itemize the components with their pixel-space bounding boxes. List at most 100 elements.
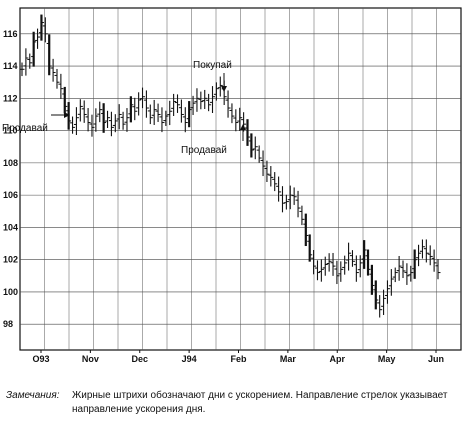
- price-bar: [77, 99, 83, 122]
- price-bar: [384, 280, 390, 304]
- price-bar: [73, 107, 79, 136]
- price-bar: [365, 249, 371, 276]
- y-tick-label: 106: [3, 190, 18, 200]
- price-bar: [431, 249, 437, 272]
- price-bar: [361, 240, 367, 269]
- price-bar: [252, 136, 258, 160]
- x-tick-label: O93: [32, 354, 49, 364]
- price-bar: [291, 187, 297, 205]
- price-bar: [62, 86, 68, 114]
- price-bar: [225, 90, 231, 118]
- price-bar: [140, 87, 146, 109]
- price-bar: [81, 100, 87, 123]
- y-tick-label: 108: [3, 158, 18, 168]
- price-bar: [206, 93, 212, 112]
- price-bar: [70, 116, 76, 134]
- price-bar: [283, 194, 289, 210]
- price-bar: [167, 100, 173, 126]
- y-tick-label: 102: [3, 255, 18, 265]
- chart: 98 100 102 104 106 108 110 112 114 116 O93 Nov Dec J…: [2, 7, 462, 364]
- price-bar: [186, 101, 192, 128]
- price-bar: [85, 108, 91, 132]
- annotation-buy-label: Покупай: [193, 60, 232, 71]
- chart-annotations: Покупай Продавай Продавай: [2, 60, 246, 156]
- price-bar: [314, 260, 320, 281]
- price-bar: [416, 244, 422, 267]
- price-bar: [233, 109, 239, 132]
- price-bar: [112, 114, 118, 133]
- price-bar: [128, 96, 134, 123]
- price-bar: [244, 119, 250, 146]
- price-bar: [120, 111, 126, 130]
- price-bar: [132, 97, 138, 121]
- price-bar: [163, 110, 169, 126]
- annotation-sell-label-2: Продавай: [181, 145, 227, 156]
- price-bar: [124, 108, 130, 132]
- price-bar: [147, 104, 153, 125]
- x-tick-label: Nov: [82, 354, 99, 364]
- notes-label: Замечания:: [6, 390, 60, 401]
- price-bar: [279, 186, 285, 213]
- price-bar: [435, 259, 441, 280]
- price-bar: [353, 255, 359, 282]
- price-bar: [412, 249, 418, 279]
- price-bar: [116, 104, 122, 130]
- annotation-sell-arrowhead-2: [240, 124, 246, 130]
- price-bar: [377, 295, 383, 318]
- price-bar: [89, 114, 95, 137]
- price-bar: [194, 88, 200, 112]
- x-tick-label: J94: [182, 354, 197, 364]
- price-bar: [108, 111, 114, 137]
- price-bar: [93, 108, 99, 132]
- price-bar: [248, 133, 254, 158]
- x-tick-label: Feb: [230, 354, 247, 364]
- x-tick-label: May: [378, 354, 396, 364]
- y-axis: 98 100 102 104 106 108 110 112 114 116: [3, 29, 18, 329]
- price-bar: [342, 255, 348, 275]
- price-bar: [357, 255, 363, 278]
- x-axis: O93 Nov Dec J94 Feb Mar Apr May Jun: [32, 350, 444, 364]
- price-bar: [19, 62, 25, 77]
- price-bar: [66, 102, 72, 130]
- price-bar: [388, 269, 394, 296]
- price-bar: [97, 101, 103, 123]
- price-bar: [318, 259, 324, 282]
- price-bar: [423, 239, 429, 263]
- price-bar: [369, 264, 375, 295]
- price-bar: [42, 17, 48, 43]
- price-bar: [213, 82, 219, 101]
- price-bar: [330, 252, 336, 276]
- price-bar: [322, 256, 328, 276]
- price-bar: [38, 14, 44, 41]
- price-bar: [326, 253, 332, 272]
- price-bar: [46, 34, 52, 76]
- x-tick-label: Jun: [428, 354, 444, 364]
- price-bar: [229, 103, 235, 124]
- price-bar: [392, 267, 398, 283]
- price-bar: [311, 250, 317, 275]
- price-bar: [381, 289, 387, 315]
- notes-text: Жирные штрихи обозначают дни с ускорение…: [72, 390, 448, 415]
- y-tick-label: 116: [3, 29, 18, 39]
- price-bar: [50, 58, 56, 82]
- price-bar: [171, 93, 177, 117]
- price-bar: [287, 185, 293, 210]
- price-bar: [198, 91, 204, 110]
- price-bar: [408, 265, 414, 282]
- price-bar: [346, 242, 352, 271]
- price-bar: [182, 107, 188, 133]
- y-tick-label: 114: [3, 61, 18, 71]
- y-tick-label: 110: [3, 126, 18, 136]
- price-bar: [427, 245, 433, 266]
- price-bar: [35, 28, 41, 49]
- price-bar: [338, 261, 344, 282]
- price-bar: [210, 86, 216, 113]
- price-bar: [307, 234, 313, 262]
- annotation-buy-arrowhead: [221, 86, 227, 92]
- x-tick-label: Apr: [330, 354, 346, 364]
- price-bar: [175, 94, 181, 113]
- price-bar: [31, 31, 37, 67]
- chart-grid: [19, 7, 462, 351]
- annotation-sell-arrowhead-1: [64, 112, 70, 118]
- price-bar: [143, 90, 149, 118]
